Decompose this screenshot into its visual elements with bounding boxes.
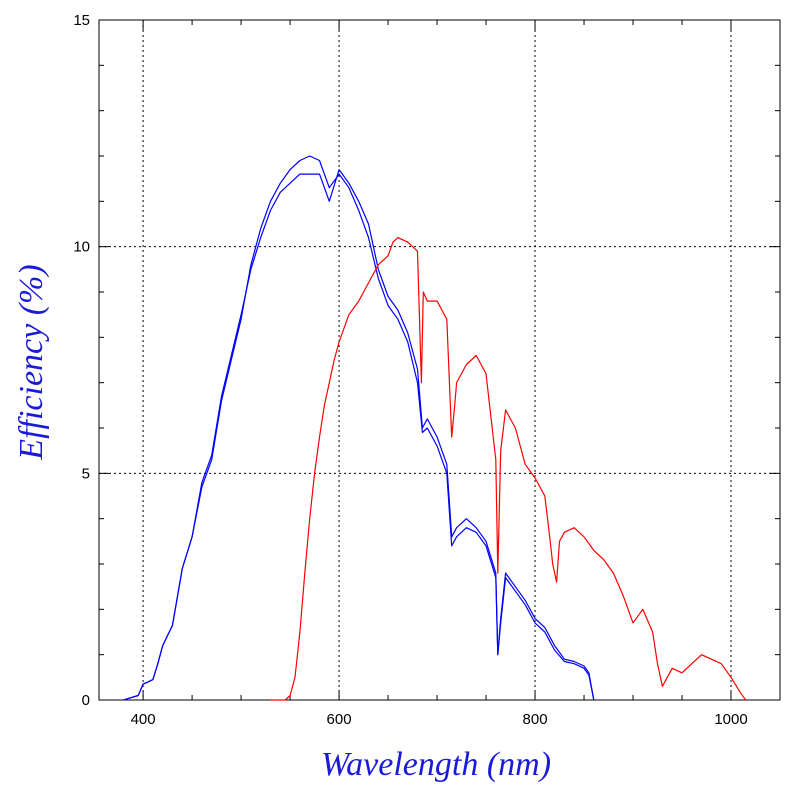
y-tick-label: 15 xyxy=(73,12,90,29)
x-tick-label: 1000 xyxy=(714,711,747,728)
tick-labels: 400 600 800 1000 0 5 10 15 xyxy=(73,12,747,728)
series-line-3 xyxy=(270,237,747,701)
y-tick-label: 10 xyxy=(73,239,90,256)
x-tick-label: 400 xyxy=(131,711,156,728)
series-line-2 xyxy=(123,155,595,701)
grid xyxy=(99,20,780,700)
y-axis-title: Efficiency (%) xyxy=(13,264,50,460)
ticks xyxy=(99,19,781,701)
x-tick-label: 800 xyxy=(523,711,548,728)
series-line-1 xyxy=(123,169,595,701)
x-axis-title: Wavelength (nm) xyxy=(321,746,551,783)
series-group xyxy=(123,155,747,701)
plot-frame xyxy=(98,19,781,701)
y-tick-label: 5 xyxy=(82,465,90,482)
x-tick-label: 600 xyxy=(327,711,352,728)
y-tick-label: 0 xyxy=(82,692,90,709)
